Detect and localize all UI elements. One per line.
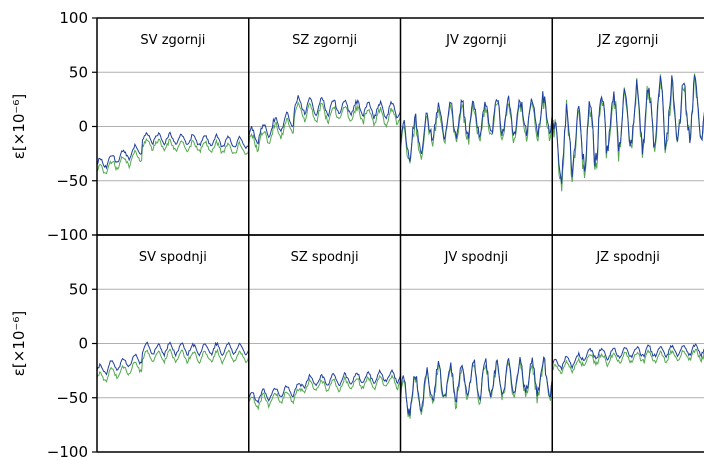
- series-line-a: [551, 343, 704, 372]
- series-line-b: [96, 138, 250, 175]
- series-line-a: [551, 74, 704, 184]
- panel-title: JZ spodnji: [595, 250, 660, 265]
- y-axis-label: ε[×10⁻⁶]: [10, 311, 28, 376]
- series-line-b: [248, 374, 401, 411]
- panel-title: SV zgornji: [140, 33, 205, 48]
- y-tick-label: 50: [69, 63, 88, 81]
- series-line-a: [96, 341, 250, 376]
- series-line-b: [400, 97, 553, 164]
- series-line-b: [400, 358, 553, 419]
- series-line-b: [551, 73, 704, 192]
- series-line-a: [248, 95, 401, 145]
- panel-title: JV zgornji: [445, 33, 506, 48]
- y-axis-label: ε[×10⁻⁶]: [10, 94, 28, 159]
- y-tick-label: −100: [47, 443, 88, 460]
- panel-title: SV spodnji: [139, 250, 207, 265]
- panel-title: JV spodnji: [444, 250, 509, 265]
- panel-title: SZ spodnji: [291, 250, 359, 265]
- y-tick-label: 100: [59, 9, 88, 27]
- series-line-b: [551, 348, 704, 375]
- panel-title: JZ zgornji: [597, 33, 658, 48]
- y-tick-label: −100: [47, 226, 88, 244]
- series-line-a: [400, 356, 553, 416]
- series-line-b: [248, 101, 401, 153]
- series-line-a: [400, 91, 553, 162]
- series-line-a: [96, 131, 250, 170]
- y-tick-label: 0: [78, 335, 88, 353]
- y-tick-label: −50: [56, 172, 88, 190]
- y-tick-label: 0: [78, 118, 88, 136]
- y-tick-label: −50: [56, 389, 88, 407]
- series-line-b: [96, 347, 250, 383]
- series-line-a: [248, 368, 401, 404]
- y-tick-label: 50: [69, 280, 88, 298]
- panel-title: SZ zgornji: [292, 33, 357, 48]
